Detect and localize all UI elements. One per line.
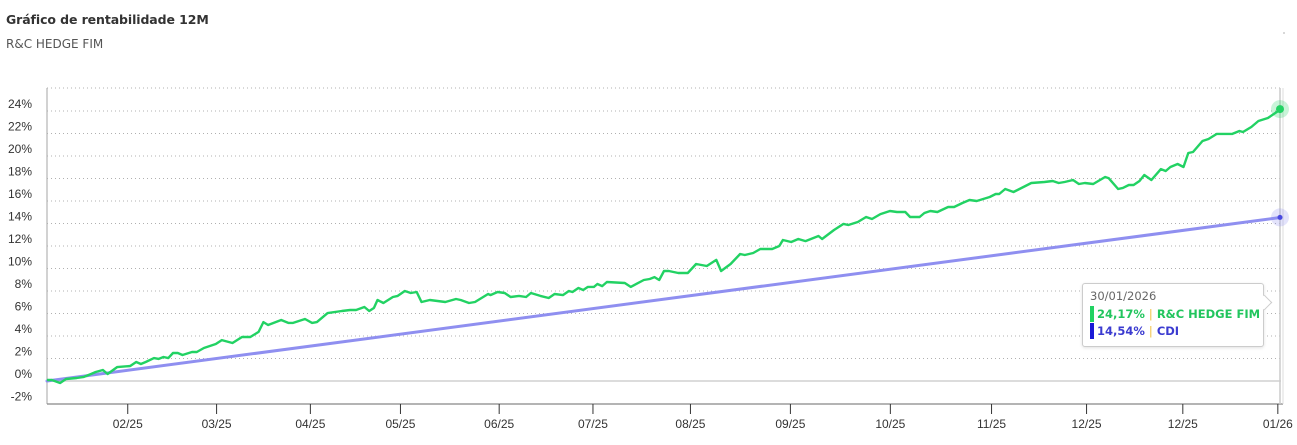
series-cdi <box>45 215 1283 383</box>
tooltip-fund-text: 24,17% | R&C HEDGE FIM <box>1097 307 1260 321</box>
y-tick-label: 8% <box>15 277 33 291</box>
tooltip-separator: | <box>1148 324 1153 338</box>
tooltip-fund-value: 24,17% <box>1097 307 1145 321</box>
y-gridlines <box>46 87 1281 404</box>
y-tick-label: 0% <box>15 367 33 381</box>
tooltip-cdi-label: CDI <box>1156 324 1180 338</box>
y-tick-label: 2% <box>15 345 33 359</box>
x-tick-label: 06/25 <box>484 417 514 431</box>
chart-title: Gráfico de rentabilidade 12M <box>6 12 209 27</box>
hover-markers[interactable] <box>1271 100 1289 227</box>
x-tick-label: 04/25 <box>295 417 325 431</box>
y-tick-label: 10% <box>8 255 32 269</box>
x-tick-label: 12/25 <box>1168 417 1198 431</box>
x-tick-label: 02/25 <box>113 417 143 431</box>
tooltip-date: 30/01/2026 <box>1090 289 1157 303</box>
y-tick-label: 16% <box>8 187 32 201</box>
tooltip: 30/01/2026 24,17% | R&C HEDGE FIM 14,54%… <box>1082 283 1273 347</box>
tooltip-fund-label: R&C HEDGE FIM <box>1156 307 1261 321</box>
fund-color-swatch <box>1090 306 1094 322</box>
x-tick-label: 11/25 <box>977 417 1006 431</box>
x-tick-label: 09/25 <box>775 417 805 431</box>
series-fund <box>47 108 1282 385</box>
fund-line <box>47 108 1282 385</box>
y-tick-label: 24% <box>8 97 32 111</box>
y-tick-label: 18% <box>8 165 32 179</box>
y-tick-label: 12% <box>8 232 32 246</box>
cdi-color-swatch <box>1090 323 1094 339</box>
y-tick-label: -2% <box>11 390 33 404</box>
x-tick-label: 03/25 <box>202 417 232 431</box>
fund-point-marker <box>1276 105 1284 114</box>
tooltip-row-cdi: 14,54% | CDI <box>1090 323 1179 339</box>
y-tick-label: 4% <box>15 322 33 336</box>
x-axis: 02/25 03/25 04/25 05/25 06/25 07/25 08/25 09/25… <box>47 88 1293 431</box>
tooltip-row-fund: 24,17% | R&C HEDGE FIM <box>1090 306 1260 322</box>
y-tick-label: 14% <box>8 210 32 224</box>
y-tick-label: 6% <box>15 300 33 314</box>
x-tick-label: 10/25 <box>875 417 905 431</box>
tooltip-cdi-value: 14,54% <box>1097 324 1145 338</box>
cdi-point-marker <box>1277 214 1283 220</box>
tooltip-separator: | <box>1148 307 1153 321</box>
x-tick-label: 05/25 <box>385 417 415 431</box>
x-tick-label: 12/25 <box>1072 417 1102 431</box>
x-tick-label: 07/25 <box>578 417 608 431</box>
y-axis-labels: -2% 0% 2% 4% 6% 8% 10% 12% 14% 16% 18% 20% 22% 24% <box>8 97 32 404</box>
chart-subtitle: R&C HEDGE FIM <box>6 37 104 51</box>
chart-menu-icon[interactable] <box>1283 32 1285 34</box>
y-tick-label: 20% <box>8 142 32 156</box>
cdi-line <box>45 215 1283 383</box>
y-tick-label: 22% <box>8 120 32 134</box>
x-tick-label: 01/26 <box>1263 417 1293 431</box>
x-tick-label: 08/25 <box>675 417 705 431</box>
tooltip-cdi-text: 14,54% | CDI <box>1097 324 1179 338</box>
